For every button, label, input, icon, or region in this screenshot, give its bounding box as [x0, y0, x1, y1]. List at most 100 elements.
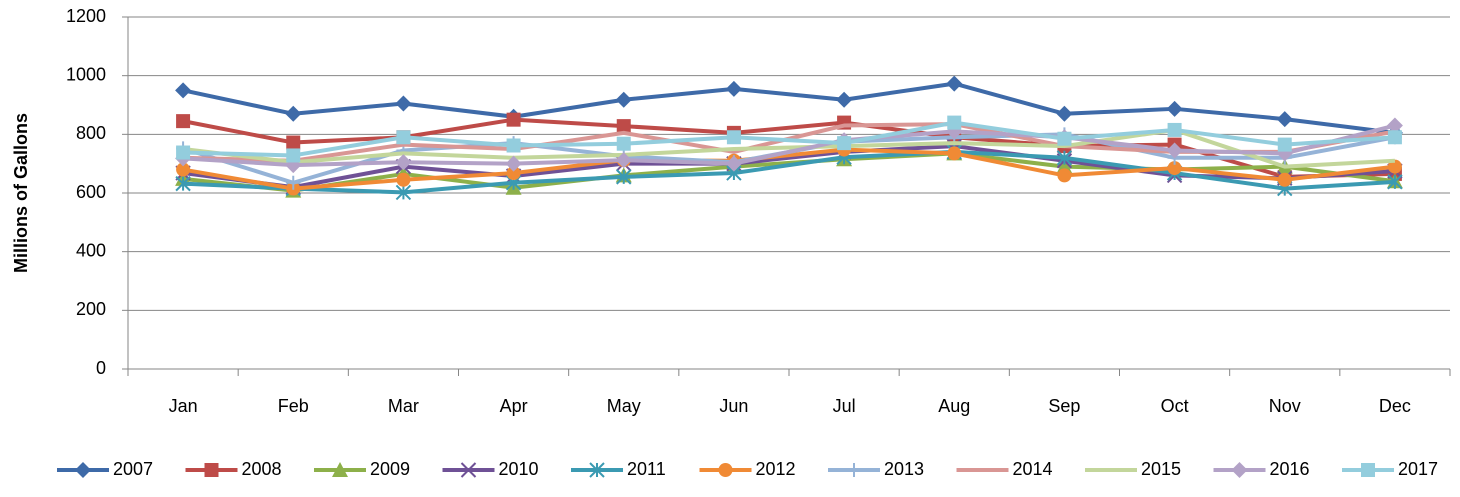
legend-label: 2014	[1013, 459, 1053, 479]
marker	[726, 130, 741, 145]
y-tick-label: 1000	[66, 64, 106, 84]
x-tick-label: Sep	[1048, 396, 1080, 416]
legend-item: 2007	[57, 459, 153, 479]
marker	[395, 95, 412, 112]
y-tick-label: 800	[76, 123, 106, 143]
legend-item: 2012	[699, 459, 796, 479]
marker	[1387, 174, 1403, 190]
x-tick-label: May	[607, 396, 641, 416]
marker	[589, 462, 605, 478]
marker	[1166, 100, 1183, 117]
x-tick-label: Feb	[278, 396, 309, 416]
marker	[175, 175, 191, 192]
legend-label: 2007	[113, 459, 153, 479]
marker	[725, 80, 742, 97]
marker	[332, 462, 348, 477]
marker	[395, 154, 412, 171]
legend-item: 2011	[571, 459, 666, 479]
marker	[1057, 168, 1072, 183]
x-tick-label: Aug	[938, 396, 970, 416]
legend-item: 2016	[1213, 459, 1310, 479]
marker	[847, 463, 861, 477]
legend-label: 2010	[499, 459, 539, 479]
legend-label: 2008	[242, 459, 282, 479]
x-tick-label: Jan	[169, 396, 198, 416]
series	[175, 75, 1403, 141]
y-tick-label: 1200	[66, 6, 106, 26]
marker	[396, 130, 411, 145]
marker	[725, 155, 742, 172]
marker	[286, 175, 301, 190]
series-line	[183, 120, 1396, 158]
series-line	[182, 127, 1396, 169]
marker	[176, 162, 191, 177]
series-line	[182, 149, 1396, 195]
y-tick-label: 400	[76, 240, 106, 260]
legend-label: 2011	[627, 459, 666, 479]
y-axis-label: Millions of Gallons	[11, 113, 31, 273]
x-tick-label: Mar	[388, 396, 419, 416]
marker	[718, 463, 733, 477]
marker	[946, 75, 963, 92]
y-tick-label: 0	[96, 358, 106, 378]
marker	[204, 463, 219, 477]
marker	[1231, 462, 1248, 478]
series	[176, 115, 1402, 163]
marker	[396, 172, 411, 187]
x-tick-label: Nov	[1269, 396, 1301, 416]
legend-item: 2009	[314, 459, 410, 479]
marker	[395, 184, 412, 201]
marker	[505, 155, 522, 172]
marker	[1387, 159, 1402, 174]
marker	[285, 105, 302, 122]
marker	[1167, 122, 1182, 137]
marker	[1057, 131, 1072, 146]
marker	[75, 462, 91, 478]
x-tick-label: Jun	[719, 396, 748, 416]
marker	[616, 136, 631, 151]
marker	[1361, 463, 1375, 477]
x-tick-label: Oct	[1161, 396, 1189, 416]
legend-label: 2009	[370, 459, 410, 479]
marker	[506, 112, 521, 127]
marker	[286, 148, 301, 163]
legend-label: 2013	[884, 459, 924, 479]
marker	[947, 146, 962, 161]
legend-item: 2013	[828, 459, 924, 479]
legend-label: 2015	[1141, 459, 1181, 479]
marker	[615, 152, 632, 169]
legend-label: 2017	[1398, 459, 1438, 479]
y-tick-label: 600	[76, 182, 106, 202]
series	[182, 127, 1396, 169]
legend-item: 2017	[1342, 459, 1438, 479]
legend-item: 2015	[1085, 459, 1181, 479]
marker	[837, 136, 852, 151]
marker	[947, 115, 962, 130]
marker	[176, 145, 191, 160]
x-tick-label: Dec	[1379, 396, 1411, 416]
marker	[175, 82, 192, 99]
marker	[176, 114, 191, 129]
marker	[836, 91, 853, 108]
marker	[1386, 117, 1403, 134]
marker	[506, 166, 521, 181]
marker	[1387, 130, 1402, 145]
legend-item: 2010	[442, 459, 539, 479]
marker	[1276, 111, 1293, 128]
marker	[1277, 172, 1292, 187]
legend-label: 2016	[1270, 459, 1310, 479]
marker	[1277, 137, 1292, 152]
y-tick-label: 200	[76, 299, 106, 319]
series-line	[182, 81, 1396, 135]
marker	[1167, 161, 1182, 176]
legend-item: 2014	[956, 459, 1053, 479]
marker	[616, 119, 631, 134]
series-line	[182, 147, 1396, 191]
marker	[615, 91, 632, 108]
marker	[460, 462, 477, 478]
marker	[1056, 150, 1073, 166]
marker	[616, 169, 632, 185]
legend-label: 2012	[756, 459, 796, 479]
marker	[506, 138, 521, 153]
